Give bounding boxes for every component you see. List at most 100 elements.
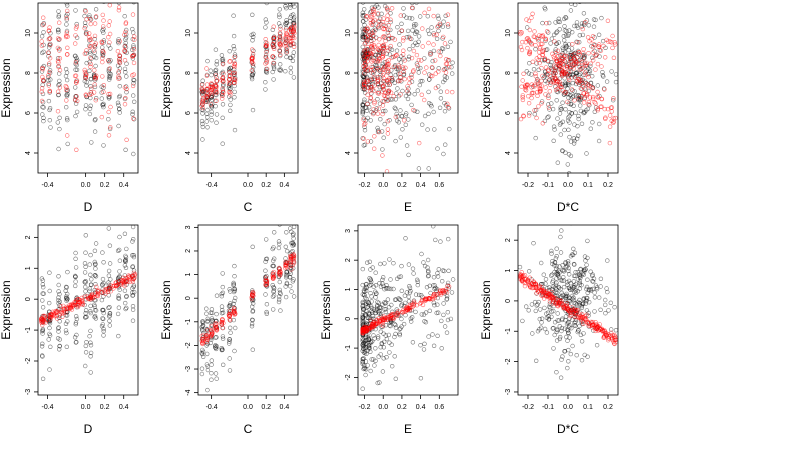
y-tick-label: -1	[505, 328, 512, 334]
observed-point	[527, 72, 531, 76]
observed-point	[538, 308, 542, 312]
observed-point	[546, 116, 550, 120]
fitted-point	[41, 16, 45, 20]
observed-point	[411, 29, 415, 33]
fitted-point	[582, 101, 586, 105]
observed-point	[533, 112, 537, 116]
observed-point	[210, 378, 214, 382]
observed-point	[559, 235, 563, 239]
observed-point	[369, 119, 373, 123]
fitted-point	[596, 90, 600, 94]
y-tick-label: 10	[345, 29, 352, 37]
observed-point	[264, 26, 268, 30]
observed-point	[445, 331, 449, 335]
observed-point	[551, 107, 555, 111]
observed-point	[378, 117, 382, 121]
observed-point	[102, 334, 106, 338]
observed-point	[279, 309, 283, 313]
observed-point	[567, 96, 571, 100]
observed-point	[379, 0, 383, 1]
fitted-point	[101, 13, 105, 17]
fitted-point	[526, 94, 530, 98]
observed-point	[530, 303, 534, 307]
observed-point	[232, 34, 236, 38]
observed-point	[292, 51, 296, 55]
fitted-point	[403, 77, 407, 81]
observed-point	[524, 305, 528, 309]
observed-point	[410, 17, 414, 21]
observed-point	[555, 370, 559, 374]
y-tick-label: 0	[505, 299, 512, 303]
observed-point	[599, 308, 603, 312]
observed-point	[221, 363, 225, 367]
fitted-point	[400, 29, 404, 33]
observed-point	[536, 303, 540, 307]
observed-point	[56, 121, 60, 125]
observed-point	[554, 290, 558, 294]
observed-point	[451, 61, 455, 65]
fitted-point	[446, 22, 450, 26]
observed-point	[449, 40, 453, 44]
observed-point	[436, 334, 440, 338]
y-tick-label: -1	[345, 345, 352, 351]
observed-point	[559, 376, 563, 380]
observed-point	[108, 244, 112, 248]
observed-point	[85, 340, 89, 344]
observed-point	[583, 353, 587, 357]
observed-point	[400, 264, 404, 268]
fitted-point	[89, 87, 93, 91]
fitted-point	[381, 104, 385, 108]
observed-point	[559, 133, 563, 137]
fitted-point	[57, 21, 61, 25]
observed-point	[88, 69, 92, 73]
observed-point	[393, 354, 397, 358]
observed-point	[107, 227, 111, 231]
observed-point	[395, 49, 399, 53]
observed-point	[221, 102, 225, 106]
observed-point	[117, 306, 121, 310]
fitted-point	[386, 8, 390, 12]
observed-point	[545, 331, 549, 335]
observed-point	[101, 277, 105, 281]
observed-point	[233, 326, 237, 330]
observed-point	[284, 275, 288, 279]
observed-point	[394, 377, 398, 381]
observed-point	[394, 139, 398, 143]
fitted-point	[545, 21, 549, 25]
observed-point	[66, 142, 70, 146]
y-axis-label: Expression	[0, 280, 13, 339]
observed-point	[210, 118, 214, 122]
observed-point	[574, 270, 578, 274]
observed-point	[201, 138, 205, 142]
observed-point	[426, 258, 430, 262]
fitted-point	[377, 43, 381, 47]
observed-point	[124, 247, 128, 251]
fitted-point	[610, 110, 614, 114]
y-tick-label: 6	[345, 111, 352, 115]
observed-point	[75, 317, 79, 321]
observed-point	[564, 107, 568, 111]
observed-point	[48, 289, 52, 293]
y-tick-label: -2	[185, 342, 192, 348]
y-tick-label: 3	[345, 229, 352, 233]
observed-point	[117, 248, 121, 252]
y-axis-label: Expression	[319, 280, 333, 339]
fitted-point	[423, 71, 427, 75]
observed-point	[93, 249, 97, 253]
observed-point	[567, 48, 571, 52]
observed-point	[381, 370, 385, 374]
y-tick-label: 4	[185, 151, 192, 155]
points-bottom-DxC	[518, 221, 618, 379]
observed-point	[431, 333, 435, 337]
observed-point	[422, 348, 426, 352]
observed-point	[407, 153, 411, 157]
fitted-point	[64, 99, 68, 103]
observed-point	[117, 124, 121, 128]
fitted-point	[100, 75, 104, 79]
x-tick-label: 0.0	[81, 404, 91, 411]
x-axis-label: D*C	[557, 200, 579, 214]
observed-point	[437, 29, 441, 33]
observed-point	[84, 233, 88, 237]
